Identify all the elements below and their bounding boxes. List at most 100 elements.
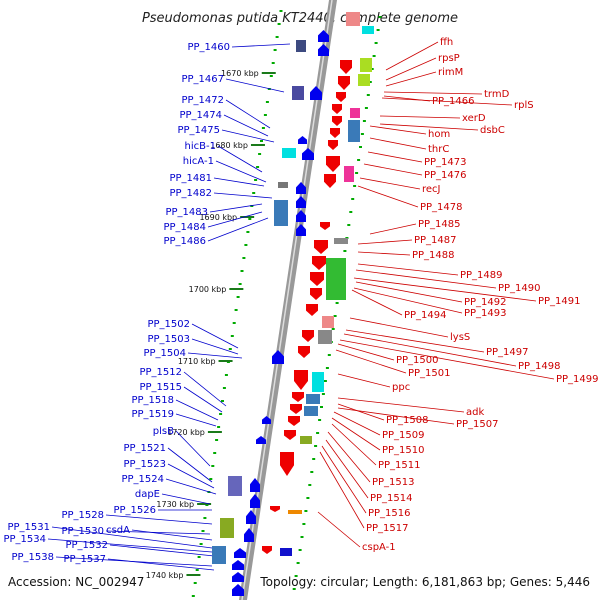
gene-label-forward: dapE xyxy=(135,489,160,500)
leader-line xyxy=(225,78,285,93)
leader-line xyxy=(105,514,213,525)
tick-mark xyxy=(343,250,347,252)
tick-mark xyxy=(292,588,296,590)
feature-track xyxy=(212,12,374,596)
leader-line xyxy=(385,71,437,87)
cog-block xyxy=(288,510,302,514)
forward-gene-arrow xyxy=(318,44,329,56)
tick-mark xyxy=(320,406,323,408)
gene-label-reverse: PP_1492 xyxy=(464,297,507,308)
cog-block xyxy=(282,148,296,158)
cog-block xyxy=(362,26,374,34)
leader-line xyxy=(355,281,463,303)
leader-line xyxy=(215,160,267,183)
reverse-gene-arrow xyxy=(312,256,326,270)
tick-mark xyxy=(263,114,267,116)
tick-mark xyxy=(201,530,205,532)
gene-label-reverse: PP_1491 xyxy=(538,296,581,307)
reverse-gene-arrow xyxy=(262,546,272,554)
tick-mark xyxy=(265,101,269,103)
cog-block xyxy=(344,166,354,182)
tick-mark xyxy=(347,224,351,226)
gene-label-forward: PP_1538 xyxy=(11,552,54,563)
leader-line xyxy=(333,411,381,436)
gene-label-forward: PP_1474 xyxy=(179,110,222,121)
gene-label-reverse: PP_1501 xyxy=(408,368,451,379)
leader-line xyxy=(337,407,455,425)
leader-line xyxy=(357,185,419,208)
leader-line xyxy=(353,287,463,314)
forward-gene-arrow xyxy=(262,416,271,424)
tick-mark xyxy=(351,198,355,200)
forward-gene-arrow xyxy=(232,560,244,570)
gene-label-reverse: dsbC xyxy=(480,125,505,136)
tick-mark xyxy=(364,107,368,109)
tick-mark xyxy=(316,432,320,434)
gene-label-forward: PP_1531 xyxy=(7,522,50,533)
tick-mark xyxy=(232,322,236,324)
gene-label-forward: PP_1472 xyxy=(181,95,224,106)
scale-label: 1740 kbp xyxy=(146,571,184,580)
leader-line xyxy=(207,211,263,228)
tick-mark xyxy=(191,595,195,597)
leader-line xyxy=(353,277,537,302)
tick-mark xyxy=(209,478,213,480)
reverse-gene-arrow xyxy=(340,60,352,74)
gene-label-reverse: PP_1493 xyxy=(464,308,507,319)
scale-label: 1710 kbp xyxy=(178,357,216,366)
cog-block xyxy=(292,86,304,100)
forward-gene-arrow xyxy=(296,224,306,236)
leader-line xyxy=(367,151,423,163)
tick-mark xyxy=(331,328,335,330)
tick-mark xyxy=(294,575,298,577)
gene-label-forward: PP_1534 xyxy=(3,534,46,545)
leader-line xyxy=(383,91,483,95)
tick-mark xyxy=(195,569,199,571)
leader-line xyxy=(223,114,269,137)
scale-label: 1680 kbp xyxy=(210,141,248,150)
gene-label-forward: PP_1502 xyxy=(147,319,190,330)
gene-label-reverse: adk xyxy=(466,407,484,418)
leader-line xyxy=(369,223,417,235)
gene-label-forward: hicA-1 xyxy=(183,156,214,167)
cog-block xyxy=(304,406,318,416)
cog-block xyxy=(228,476,242,496)
scale-label: 1730 kbp xyxy=(156,500,194,509)
tick-mark xyxy=(254,179,258,181)
tick-mark xyxy=(325,367,329,369)
forward-gene-arrow xyxy=(296,210,306,222)
leader-line xyxy=(167,447,213,483)
tick-mark xyxy=(312,458,316,460)
tick-mark xyxy=(323,380,327,382)
tick-mark xyxy=(300,536,304,538)
tick-mark xyxy=(199,543,203,545)
tick-mark xyxy=(370,68,374,70)
leader-line xyxy=(337,343,395,361)
cog-block xyxy=(358,74,370,86)
leader-line xyxy=(379,123,479,131)
gene-label-forward: plsB xyxy=(153,426,174,437)
reverse-gene-arrow xyxy=(294,370,308,390)
cog-block xyxy=(360,58,372,72)
tick-mark xyxy=(357,159,361,161)
leader-line xyxy=(327,431,371,483)
forward-gene-arrow xyxy=(256,436,266,444)
reverse-gene-arrow xyxy=(320,222,330,230)
reverse-gene-arrow xyxy=(332,116,342,126)
leader-line xyxy=(51,526,213,549)
leader-line xyxy=(325,439,369,499)
reverse-gene-arrow xyxy=(298,346,310,358)
tick-mark xyxy=(238,283,242,285)
leader-line xyxy=(107,558,215,571)
forward-gene-arrow xyxy=(272,350,284,364)
leader-line xyxy=(175,413,217,427)
cog-block xyxy=(274,200,288,226)
gene-label-forward: PP_1467 xyxy=(181,74,224,85)
tick-mark xyxy=(215,439,219,441)
leader-line xyxy=(357,251,411,256)
forward-gene-arrow xyxy=(244,528,254,542)
gene-label-reverse: PP_1466 xyxy=(432,96,475,107)
tick-mark xyxy=(314,445,318,447)
gene-label-reverse: ppc xyxy=(392,382,410,393)
